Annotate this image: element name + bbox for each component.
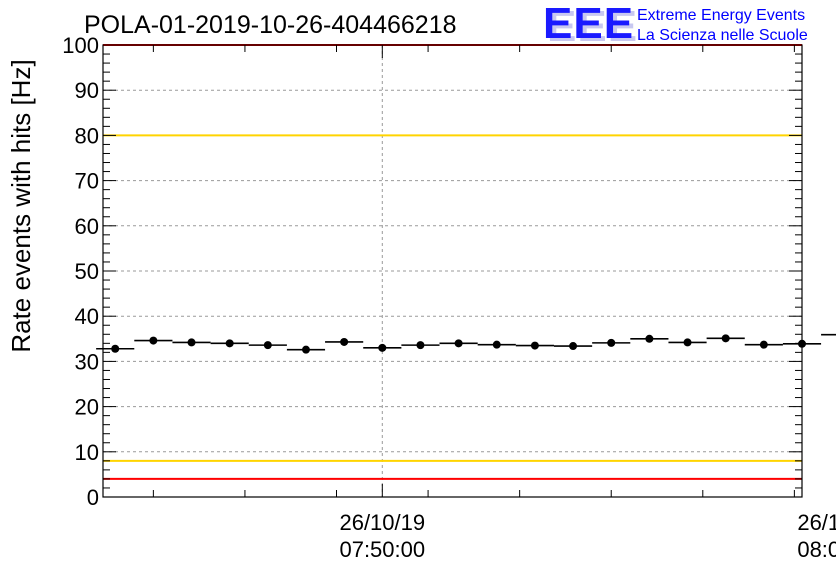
plot-title: POLA-01-2019-10-26-404466218: [84, 11, 457, 39]
data-point: [187, 338, 196, 347]
x-tick-labels: 26/10/1907:50:0026/10/1908:00:0026/10/19…: [339, 510, 836, 562]
y-tick-label: 40: [75, 304, 99, 329]
logo-shadow-text: EEE: [547, 2, 638, 51]
data-point: [607, 338, 616, 347]
y-tick-label: 50: [75, 259, 99, 284]
y-tick-labels: 0 10 20 30 40 50 60 70 80 90 100: [62, 33, 99, 510]
logo-line2: La Scienza nelle Scuole: [637, 27, 808, 44]
data-point: [492, 340, 501, 349]
y-tick-label: 30: [75, 349, 99, 374]
reference-lines: [103, 44, 802, 480]
eee-logo: EEE EEE Extreme Energy Events La Scienza…: [543, 0, 808, 51]
data-point: [149, 336, 158, 345]
data-point: [683, 338, 692, 347]
data-point: [378, 343, 387, 352]
data-series: [96, 333, 836, 354]
data-point: [301, 345, 310, 354]
data-point: [530, 341, 539, 350]
grid-lines: [103, 45, 802, 497]
logo-line1: Extreme Energy Events: [637, 7, 805, 24]
x-tick-time: 07:50:00: [339, 537, 425, 562]
data-point: [569, 342, 578, 351]
x-tick-time: 08:00:00: [797, 537, 836, 562]
data-point: [645, 334, 654, 343]
x-tick-date: 26/10/19: [797, 510, 836, 535]
y-tick-label: 90: [75, 78, 99, 103]
logo-text: EEE: [543, 0, 634, 48]
data-point: [225, 339, 234, 348]
data-point: [263, 341, 272, 350]
data-point: [759, 340, 768, 349]
y-axis-label: Rate events with hits [Hz]: [6, 59, 36, 352]
y-tick-label: 20: [75, 395, 99, 420]
data-point: [340, 337, 349, 346]
y-tick-label: 70: [75, 169, 99, 194]
y-tick-label: 0: [87, 485, 99, 510]
data-point: [111, 344, 120, 353]
data-point: [454, 339, 463, 348]
y-tick-label: 10: [75, 440, 99, 465]
y-tick-label: 100: [62, 33, 99, 58]
axis-ticks: [103, 44, 802, 498]
y-tick-label: 60: [75, 214, 99, 239]
data-point: [416, 341, 425, 350]
x-tick-date: 26/10/19: [339, 510, 425, 535]
y-tick-label: 80: [75, 123, 99, 148]
data-point: [721, 334, 730, 343]
